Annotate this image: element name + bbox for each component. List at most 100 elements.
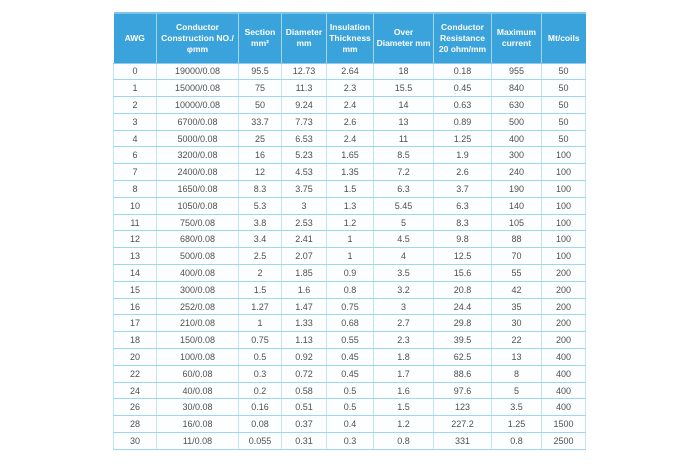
table-cell: 100 [541, 146, 586, 165]
table-cell: 400 [541, 398, 586, 417]
table-row: 11 750/0.08 3.8 2.53 1.2 5 8.3 105 100 [113, 214, 586, 232]
table-cell: 1.25 [433, 130, 492, 148]
table-cell: 0.055 [238, 432, 282, 450]
table-cell: 97.6 [433, 382, 492, 400]
table-cell: 3.7 [433, 180, 492, 198]
table-cell: 1.9 [433, 146, 492, 165]
column-header-section: Section mm² [238, 12, 282, 64]
table-cell: 1650/0.08 [156, 180, 239, 198]
table-cell: 3 [113, 113, 157, 131]
table-cell: 28 [113, 415, 157, 434]
table-cell: 3.5 [373, 264, 434, 282]
table-cell: 3 [373, 298, 434, 316]
table-cell: 400 [541, 382, 586, 400]
table-cell: 955 [491, 63, 542, 81]
table-cell: 18 [113, 331, 157, 350]
table-row: 22 60/0.08 0.3 0.72 0.45 1.7 88.6 8 400 [113, 365, 586, 383]
table-cell: 0.45 [326, 365, 374, 383]
table-cell: 50 [238, 96, 282, 114]
table-cell: 1050/0.08 [156, 197, 239, 215]
table-row: 30 11/0.08 0.055 0.31 0.3 0.8 331 0.8 2500 [113, 432, 586, 450]
table-cell: 331 [433, 432, 492, 450]
table-cell: 6 [113, 146, 157, 165]
column-header-conductor-resistance: Conductor Resistance 20 ohm/mm [433, 12, 492, 64]
table-cell: 3.5 [491, 398, 542, 417]
table-cell: 7.73 [281, 113, 327, 131]
table-cell: 1 [326, 247, 374, 266]
table-cell: 1.2 [326, 214, 374, 232]
table-cell: 55 [491, 264, 542, 282]
table-cell: 30/0.08 [156, 398, 239, 417]
table-cell: 0.16 [238, 398, 282, 417]
table-cell: 20.8 [433, 281, 492, 299]
table-cell: 2.3 [326, 79, 374, 98]
table-cell: 300/0.08 [156, 281, 239, 299]
table-cell: 13 [491, 348, 542, 366]
table-cell: 0.75 [326, 298, 374, 316]
table-cell: 300 [491, 146, 542, 165]
table-cell: 2400/0.08 [156, 163, 239, 182]
table-cell: 75 [238, 79, 282, 98]
table-cell: 20 [113, 348, 157, 366]
column-header-insulation-thickness: Insulation Thickness mm [326, 12, 374, 64]
table-cell: 17 [113, 314, 157, 333]
table-cell: 40/0.08 [156, 382, 239, 400]
table-cell: 150/0.08 [156, 331, 239, 350]
table-cell: 123 [433, 398, 492, 417]
table-row: 24 40/0.08 0.2 0.58 0.5 1.6 97.6 5 400 [113, 382, 586, 400]
table-cell: 100 [541, 180, 586, 198]
table-cell: 4.53 [281, 163, 327, 182]
table-cell: 14 [113, 264, 157, 282]
table-cell: 0.18 [433, 63, 492, 81]
table-cell: 4 [113, 130, 157, 148]
table-row: 14 400/0.08 2 1.85 0.9 3.5 15.6 55 200 [113, 264, 586, 282]
table-cell: 5 [491, 382, 542, 400]
table-cell: 6.53 [281, 130, 327, 148]
table-cell: 1.5 [238, 281, 282, 299]
table-cell: 100 [541, 230, 586, 249]
table-cell: 5.3 [238, 197, 282, 215]
table-cell: 1.35 [326, 163, 374, 182]
table-row: 6 3200/0.08 16 5.23 1.65 8.5 1.9 300 100 [113, 146, 586, 165]
table-cell: 10 [113, 197, 157, 215]
table-cell: 0.68 [326, 314, 374, 333]
table-cell: 70 [491, 247, 542, 266]
table-cell: 6700/0.08 [156, 113, 239, 131]
table-cell: 2.6 [433, 163, 492, 182]
table-cell: 1.5 [373, 398, 434, 417]
table-cell: 840 [491, 79, 542, 98]
table-cell: 11 [373, 130, 434, 148]
table-cell: 100 [541, 163, 586, 182]
table-cell: 400 [491, 130, 542, 148]
table-cell: 1 [238, 314, 282, 333]
table-cell: 22 [491, 331, 542, 350]
table-cell: 15000/0.08 [156, 79, 239, 98]
table-cell: 100/0.08 [156, 348, 239, 366]
table-cell: 2.64 [326, 63, 374, 81]
table-cell: 15.5 [373, 79, 434, 98]
table-row: 13 500/0.08 2.5 2.07 1 4 12.5 70 100 [113, 247, 586, 266]
table-cell: 16/0.08 [156, 415, 239, 434]
table-cell: 50 [541, 113, 586, 131]
table-cell: 252/0.08 [156, 298, 239, 316]
column-header-diameter: Diameter mm [281, 12, 327, 64]
table-cell: 12 [238, 163, 282, 182]
table-row: 7 2400/0.08 12 4.53 1.35 7.2 2.6 240 100 [113, 163, 586, 182]
table-header: AWG Conductor Construction NO./φmm Secti… [113, 12, 586, 64]
table-cell: 50 [541, 79, 586, 98]
table-cell: 8.3 [238, 180, 282, 198]
table-cell: 100 [541, 247, 586, 266]
table-cell: 4 [373, 247, 434, 266]
table-cell: 200 [541, 264, 586, 282]
table-cell: 15.6 [433, 264, 492, 282]
table-cell: 0.4 [326, 415, 374, 434]
table-body: 0 19000/0.08 95.5 12.73 2.64 18 0.18 955 50 1 1500… [113, 63, 586, 450]
table-cell: 630 [491, 96, 542, 114]
table-cell: 400/0.08 [156, 264, 239, 282]
table-cell: 24.4 [433, 298, 492, 316]
table-cell: 0.3 [326, 432, 374, 450]
table-cell: 11/0.08 [156, 432, 239, 450]
awg-spec-table-container: AWG Conductor Construction NO./φmm Secti… [113, 12, 586, 450]
table-cell: 1.27 [238, 298, 282, 316]
table-cell: 1.6 [281, 281, 327, 299]
